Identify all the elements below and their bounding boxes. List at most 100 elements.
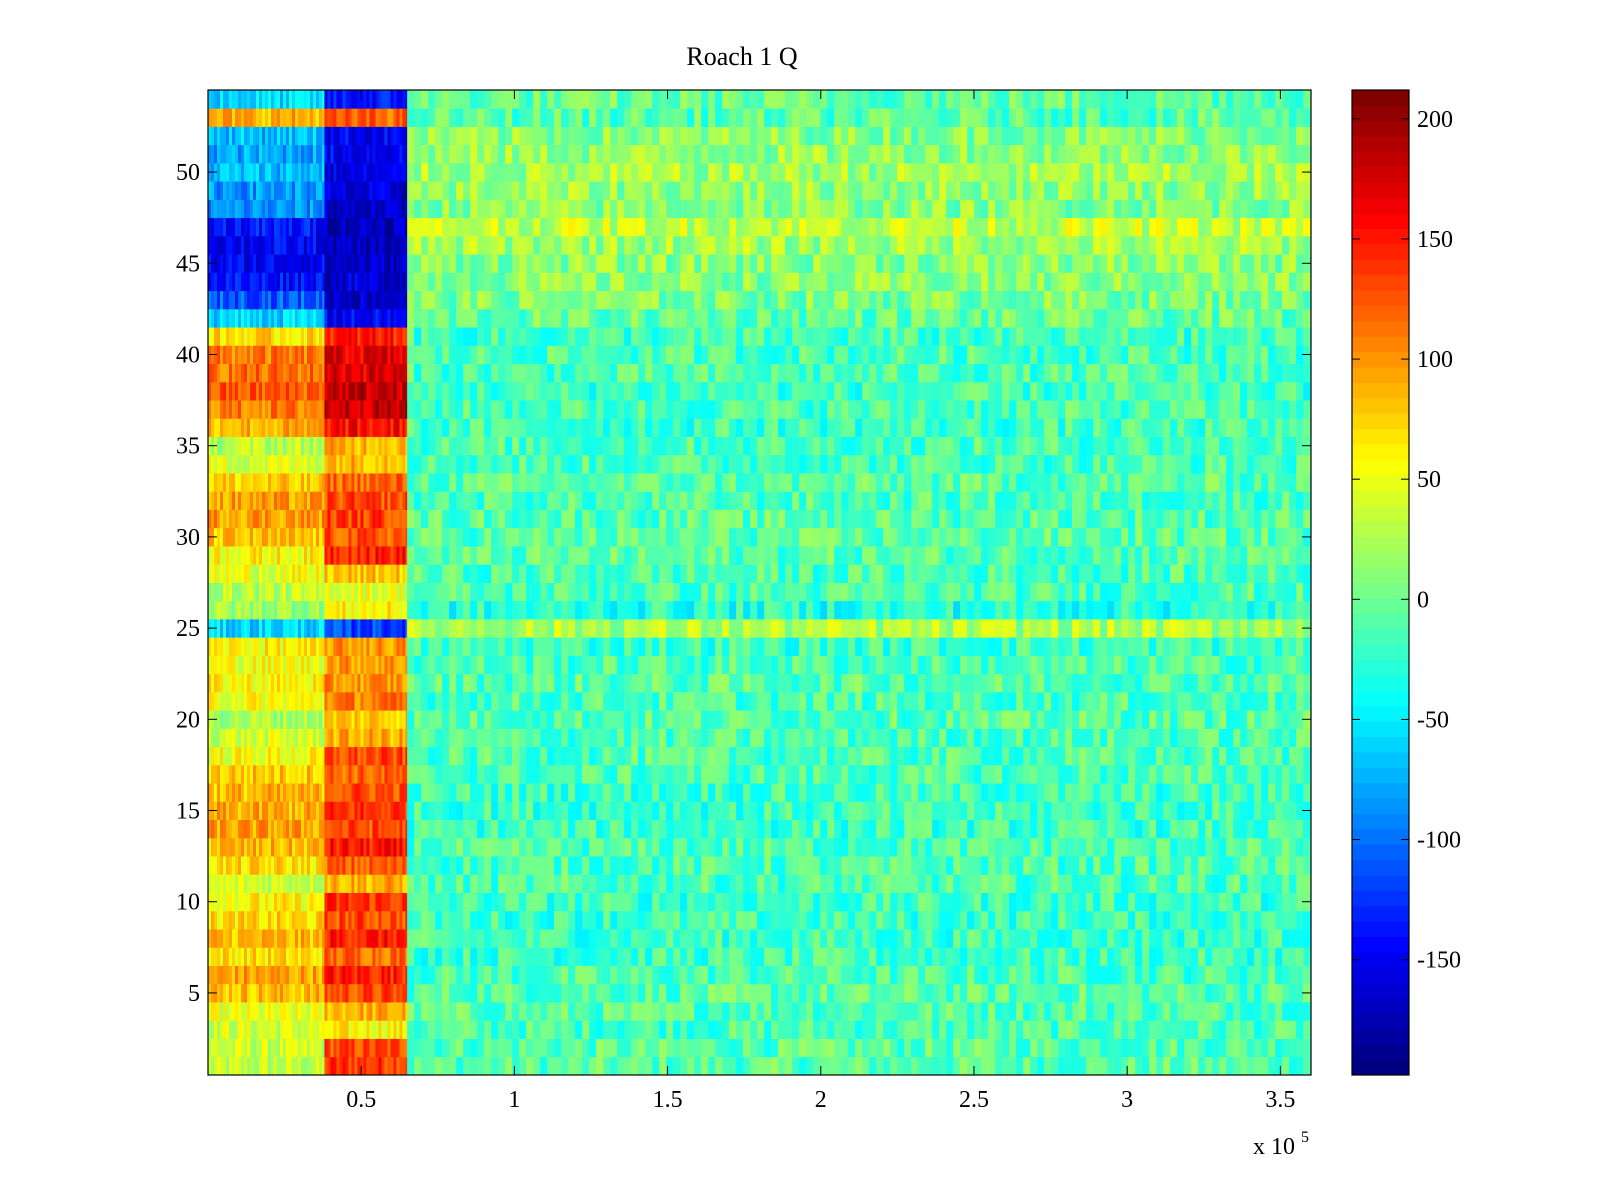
heatmap-cell: [286, 874, 290, 893]
heatmap-cell: [1114, 837, 1122, 857]
heatmap-cell: [217, 783, 221, 802]
heatmap-cell: [1135, 764, 1143, 784]
heatmap-cell: [330, 856, 334, 875]
heatmap-cell: [265, 728, 269, 748]
heatmap-cell: [771, 947, 779, 966]
heatmap-cell: [348, 1020, 352, 1039]
heatmap-cell: [666, 910, 674, 930]
heatmap-cell: [897, 1056, 905, 1076]
heatmap-cell: [939, 691, 947, 711]
heatmap-cell: [271, 801, 275, 821]
heatmap-cell: [310, 783, 314, 802]
heatmap-cell: [1072, 728, 1080, 748]
heatmap-cell: [1198, 655, 1206, 675]
heatmap-cell: [610, 655, 618, 675]
heatmap-cell: [484, 947, 492, 966]
heatmap-cell: [414, 819, 422, 839]
heatmap-cell: [1051, 983, 1059, 1003]
heatmap-cell: [1170, 691, 1178, 711]
heatmap-cell: [390, 874, 394, 893]
heatmap-cell: [1044, 1002, 1052, 1021]
heatmap-cell: [449, 892, 457, 912]
heatmap-cell: [1212, 910, 1220, 930]
heatmap-cell: [617, 965, 625, 985]
heatmap-cell: [351, 1038, 355, 1058]
heatmap-cell: [456, 783, 464, 802]
heatmap-cell: [897, 837, 905, 857]
heatmap-cell: [421, 673, 429, 693]
heatmap-cell: [1023, 673, 1031, 693]
heatmap-cell: [1023, 929, 1031, 948]
heatmap-cell: [449, 710, 457, 729]
heatmap-cell: [624, 1020, 632, 1039]
heatmap-cell: [327, 1038, 331, 1058]
heatmap-cell: [1002, 965, 1010, 985]
heatmap-cell: [327, 965, 331, 985]
heatmap-cell: [904, 728, 912, 748]
heatmap-cell: [1240, 764, 1248, 784]
heatmap-cell: [764, 764, 772, 784]
heatmap-cell: [659, 691, 667, 711]
heatmap-cell: [750, 856, 758, 875]
heatmap-cell: [554, 965, 562, 985]
heatmap-cell: [540, 673, 548, 693]
heatmap-cell: [295, 600, 299, 620]
heatmap-cell: [307, 655, 311, 675]
heatmap-cell: [435, 947, 443, 966]
heatmap-cell: [256, 655, 260, 675]
heatmap-cell: [946, 783, 954, 802]
heatmap-cell: [375, 947, 379, 966]
heatmap-cell: [339, 965, 343, 985]
heatmap-cell: [841, 874, 849, 893]
heatmap-cell: [575, 691, 583, 711]
heatmap-cell: [610, 910, 618, 930]
heatmap-cell: [360, 837, 364, 857]
heatmap-cell: [217, 1002, 221, 1021]
heatmap-cell: [214, 874, 218, 893]
heatmap-cell: [304, 856, 308, 875]
heatmap-cell: [988, 637, 996, 656]
heatmap-cell: [1072, 983, 1080, 1003]
heatmap-cell: [283, 746, 287, 766]
heatmap-cell: [292, 947, 296, 966]
heatmap-cell: [259, 947, 263, 966]
heatmap-cell: [1009, 837, 1017, 857]
heatmap-cell: [259, 691, 263, 711]
heatmap-cell: [381, 892, 385, 912]
heatmap-cell: [869, 1020, 877, 1039]
heatmap-cell: [211, 691, 215, 711]
heatmap-cell: [421, 874, 429, 893]
heatmap-cell: [659, 728, 667, 748]
heatmap-cell: [477, 947, 485, 966]
heatmap-cell: [372, 783, 376, 802]
heatmap-cell: [967, 691, 975, 711]
heatmap-cell: [666, 856, 674, 875]
heatmap-cell: [268, 801, 272, 821]
heatmap-cell: [897, 691, 905, 711]
heatmap-cell: [268, 837, 272, 857]
heatmap-cell: [1212, 764, 1220, 784]
heatmap-cell: [1261, 1020, 1269, 1039]
heatmap-cell: [505, 1056, 513, 1076]
heatmap-cell: [435, 1038, 443, 1058]
heatmap-cell: [946, 947, 954, 966]
heatmap-cell: [967, 783, 975, 802]
heatmap-cell: [540, 892, 548, 912]
heatmap-cell: [1177, 892, 1185, 912]
heatmap-cell: [1121, 710, 1129, 729]
heatmap-cell: [319, 892, 323, 912]
heatmap-cell: [1184, 965, 1192, 985]
heatmap-cell: [596, 655, 604, 675]
heatmap-cell: [1086, 965, 1094, 985]
heatmap-cell: [208, 600, 212, 620]
heatmap-cell: [477, 801, 485, 821]
heatmap-cell: [974, 892, 982, 912]
heatmap-cell: [1254, 691, 1262, 711]
heatmap-cell: [378, 691, 382, 711]
heatmap-cell: [271, 947, 275, 966]
heatmap-cell: [241, 691, 245, 711]
heatmap-cell: [806, 1038, 814, 1058]
heatmap-cell: [939, 1020, 947, 1039]
heatmap-cell: [1114, 764, 1122, 784]
heatmap-cell: [659, 746, 667, 766]
